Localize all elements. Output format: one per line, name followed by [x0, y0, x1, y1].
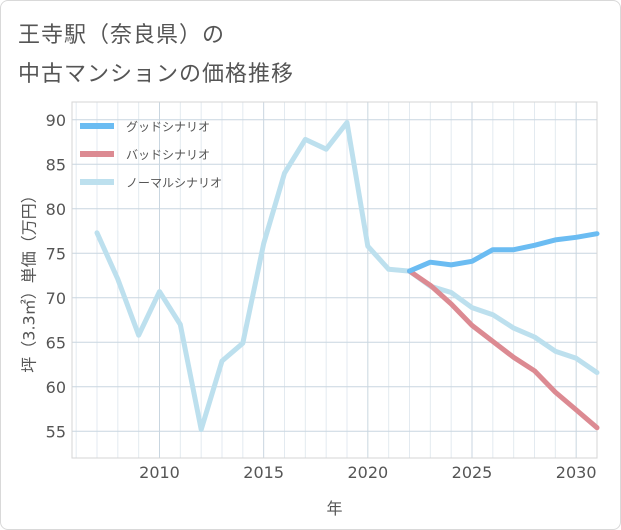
x-tick-label: 2025 — [452, 463, 493, 482]
y-tick-label: 55 — [46, 422, 66, 441]
y-tick-labels: 55 60 65 70 75 80 85 90 — [46, 111, 66, 441]
series-line-1 — [407, 268, 600, 431]
series-layer — [94, 120, 600, 432]
x-tick-label: 2015 — [243, 463, 284, 482]
series-line-2 — [94, 120, 600, 432]
legend-label: グッドシナリオ — [126, 120, 210, 134]
x-tick-labels: 2010 2015 2020 2025 2030 — [139, 463, 596, 482]
plot-border — [71, 101, 598, 459]
x-tick-label: 2030 — [556, 463, 597, 482]
y-tick-label: 75 — [46, 244, 66, 263]
chart-title-line1: 王寺駅（奈良県）の — [18, 23, 226, 48]
legend-label: ノーマルシナリオ — [126, 176, 222, 190]
y-tick-label: 80 — [46, 200, 66, 219]
y-tick-label: 65 — [46, 333, 66, 352]
y-tick-label: 60 — [46, 378, 66, 397]
y-axis-label: 坪（3.3㎡）単価（万円） — [20, 187, 39, 372]
x-tick-label: 2020 — [347, 463, 388, 482]
chart-title-line2: 中古マンションの価格推移 — [18, 62, 295, 87]
grid-lines — [72, 102, 598, 458]
x-tick-label: 2010 — [139, 463, 180, 482]
x-axis-label: 年 — [326, 499, 342, 518]
y-tick-label: 90 — [46, 111, 66, 130]
series-line-0 — [407, 231, 600, 274]
y-tick-label: 70 — [46, 289, 66, 308]
y-tick-label: 85 — [46, 155, 66, 174]
legend-label: バッドシナリオ — [126, 148, 210, 162]
